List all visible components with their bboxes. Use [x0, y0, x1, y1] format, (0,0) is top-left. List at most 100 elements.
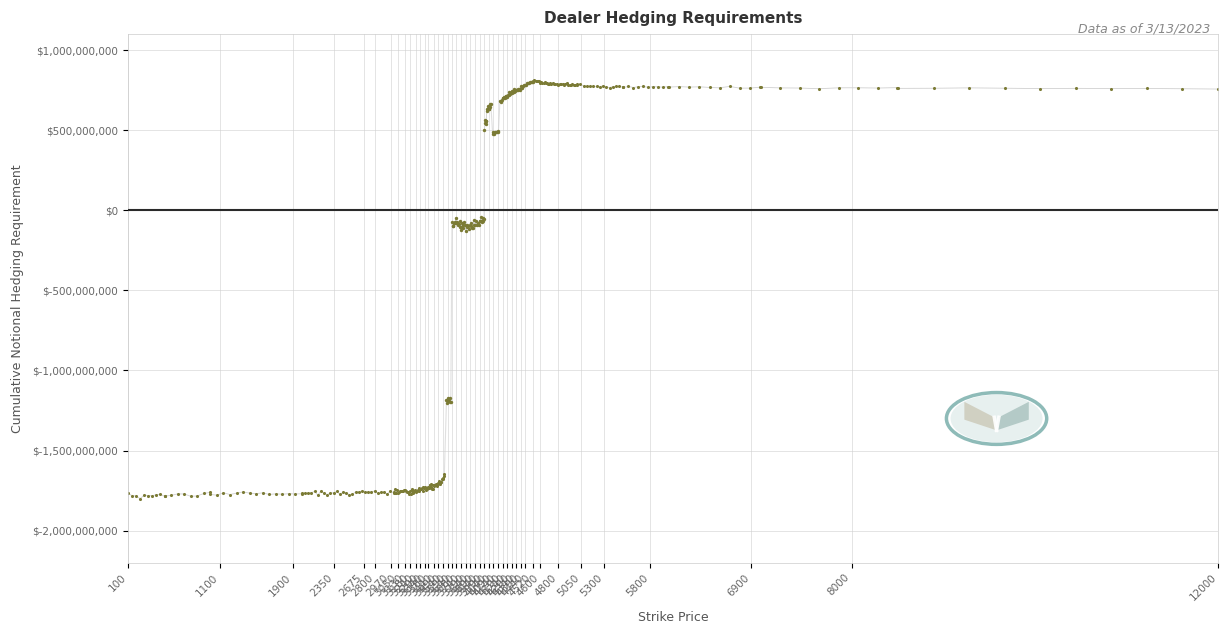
- Point: [810, 84, 830, 94]
- Point: [720, 81, 740, 91]
- Point: [552, 79, 571, 89]
- Point: [498, 90, 517, 100]
- Point: [477, 116, 497, 126]
- Point: [680, 82, 699, 92]
- Point: [478, 104, 498, 114]
- Point: [689, 82, 709, 92]
- Point: [538, 79, 558, 89]
- Point: [469, 220, 489, 230]
- Point: [450, 217, 469, 227]
- Point: [155, 491, 175, 501]
- Point: [460, 220, 479, 230]
- Point: [361, 487, 381, 497]
- Point: [409, 486, 429, 496]
- Point: [494, 92, 514, 102]
- Point: [418, 482, 438, 492]
- Point: [333, 488, 353, 498]
- Point: [590, 82, 610, 92]
- Point: [458, 221, 478, 231]
- Point: [390, 488, 409, 498]
- Point: [387, 485, 407, 495]
- Point: [634, 81, 654, 91]
- Point: [386, 488, 406, 498]
- Point: [317, 490, 337, 500]
- Point: [408, 485, 428, 495]
- Point: [563, 79, 583, 90]
- Point: [596, 83, 616, 93]
- Point: [474, 213, 494, 224]
- Point: [527, 76, 547, 86]
- Point: [557, 78, 576, 88]
- Point: [623, 83, 643, 93]
- Point: [426, 479, 446, 490]
- Point: [407, 485, 426, 495]
- Point: [1208, 84, 1228, 94]
- Point: [490, 96, 510, 106]
- Point: [299, 488, 318, 498]
- Point: [401, 489, 420, 499]
- Point: [440, 393, 460, 403]
- Point: [889, 83, 908, 93]
- Point: [493, 93, 512, 104]
- Point: [377, 489, 397, 499]
- Point: [206, 490, 226, 500]
- Point: [478, 101, 498, 111]
- Point: [476, 115, 495, 125]
- Point: [533, 78, 553, 88]
- Point: [558, 81, 578, 91]
- Point: [960, 83, 980, 93]
- Point: [446, 218, 466, 228]
- Point: [526, 76, 546, 86]
- Point: [311, 486, 331, 497]
- Point: [439, 396, 458, 406]
- Point: [414, 483, 434, 493]
- Point: [428, 479, 447, 489]
- Point: [740, 83, 760, 93]
- Point: [887, 83, 907, 93]
- Point: [530, 76, 549, 86]
- Point: [483, 129, 503, 139]
- Point: [497, 90, 516, 100]
- Point: [435, 469, 455, 479]
- Point: [487, 127, 506, 137]
- Point: [995, 83, 1015, 93]
- Point: [422, 482, 441, 492]
- Point: [200, 487, 220, 497]
- Point: [544, 79, 564, 89]
- Point: [396, 485, 415, 495]
- Point: [461, 218, 481, 229]
- Point: [388, 488, 408, 498]
- Point: [476, 116, 495, 126]
- Point: [522, 76, 542, 86]
- Point: [434, 471, 454, 481]
- Point: [431, 476, 451, 486]
- Point: [484, 129, 504, 139]
- Point: [481, 99, 500, 109]
- Point: [500, 88, 520, 98]
- Point: [426, 479, 446, 489]
- Point: [580, 81, 600, 91]
- Point: [479, 104, 499, 114]
- Point: [485, 126, 505, 137]
- Point: [594, 81, 613, 91]
- Point: [584, 81, 603, 91]
- Point: [445, 217, 465, 227]
- Point: [399, 489, 419, 499]
- Point: [429, 478, 449, 488]
- Point: [510, 84, 530, 95]
- Point: [246, 489, 265, 499]
- Point: [381, 485, 401, 495]
- Point: [305, 486, 324, 497]
- Point: [402, 484, 422, 494]
- Point: [628, 81, 648, 91]
- Point: [418, 484, 438, 494]
- Point: [293, 489, 312, 499]
- Point: [301, 488, 321, 498]
- Point: [392, 486, 412, 496]
- Point: [420, 479, 440, 490]
- Point: [391, 486, 410, 497]
- Point: [613, 82, 633, 92]
- Point: [505, 86, 525, 97]
- Point: [606, 81, 626, 91]
- Point: [452, 223, 472, 233]
